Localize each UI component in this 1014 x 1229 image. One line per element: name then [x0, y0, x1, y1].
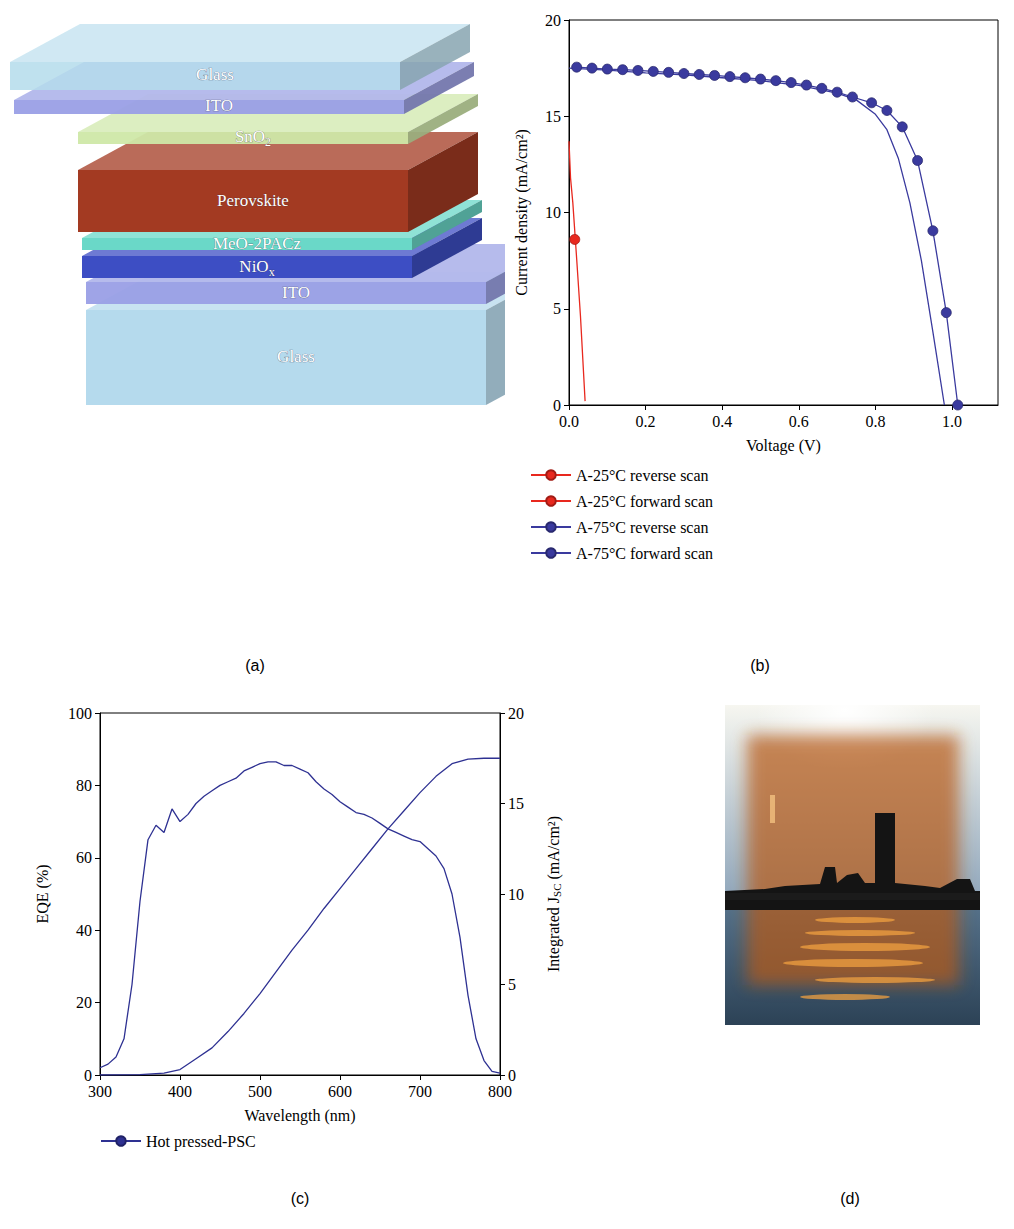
- html-text:(b): (b): [750, 657, 770, 674]
- svg-text:20: 20: [76, 994, 92, 1011]
- svg-text:NiOx: NiOx: [239, 257, 274, 279]
- svg-text:0: 0: [553, 397, 561, 414]
- svg-text:EQE (%): EQE (%): [34, 864, 52, 923]
- svg-text:500: 500: [248, 1083, 272, 1100]
- svg-text:A-75°C reverse scan: A-75°C reverse scan: [576, 519, 709, 536]
- html-text:(c): (c): [290, 1190, 310, 1207]
- svg-text:0.8: 0.8: [865, 413, 885, 430]
- svg-text:Wavelength (nm): Wavelength (nm): [244, 1107, 355, 1125]
- svg-text:5: 5: [508, 976, 516, 993]
- svg-text:15: 15: [545, 108, 561, 125]
- svg-text:0: 0: [84, 1067, 92, 1084]
- html-text:(a): (a): [245, 657, 265, 674]
- svg-text:(mA/cm²): (mA/cm²): [545, 816, 563, 883]
- svg-text:5: 5: [553, 300, 561, 317]
- svg-text:0.6: 0.6: [789, 413, 809, 430]
- svg-text:0.4: 0.4: [712, 413, 732, 430]
- svg-text:700: 700: [408, 1083, 432, 1100]
- svg-text:0.2: 0.2: [636, 413, 656, 430]
- svg-text:10: 10: [508, 886, 524, 903]
- svg-text:Integrated J: Integrated J: [545, 897, 563, 972]
- svg-text:40: 40: [76, 922, 92, 939]
- svg-text:0: 0: [508, 1067, 516, 1084]
- svg-text:15: 15: [508, 795, 524, 812]
- svg-text:20: 20: [545, 12, 561, 29]
- svg-text:20: 20: [508, 705, 524, 722]
- svg-text:Voltage (V): Voltage (V): [746, 437, 821, 455]
- svg-text:MeO-2PACz: MeO-2PACz: [213, 234, 302, 253]
- svg-text:1.0: 1.0: [942, 413, 962, 430]
- svg-text:Current density (mA/cm²): Current density (mA/cm²): [513, 129, 531, 296]
- svg-text:Glass: Glass: [277, 347, 315, 366]
- html-text:(d): (d): [840, 1190, 860, 1207]
- svg-text:SC: SC: [551, 883, 563, 896]
- svg-text:10: 10: [545, 204, 561, 221]
- svg-text:Glass: Glass: [196, 65, 234, 84]
- svg-text:ITO: ITO: [282, 283, 310, 302]
- svg-text:Hot pressed-PSC: Hot pressed-PSC: [146, 1133, 256, 1151]
- svg-text:600: 600: [328, 1083, 352, 1100]
- svg-text:SnO2: SnO2: [235, 127, 271, 149]
- svg-text:ITO: ITO: [205, 96, 233, 115]
- svg-text:A-25°C forward scan: A-25°C forward scan: [576, 493, 713, 510]
- svg-text:A-75°C forward scan: A-75°C forward scan: [576, 545, 713, 562]
- svg-text:100: 100: [68, 705, 92, 722]
- svg-text:0.0: 0.0: [559, 413, 579, 430]
- svg-text:300: 300: [88, 1083, 112, 1100]
- svg-text:Perovskite: Perovskite: [217, 191, 289, 210]
- svg-text:60: 60: [76, 849, 92, 866]
- svg-text:400: 400: [168, 1083, 192, 1100]
- svg-text:800: 800: [488, 1083, 512, 1100]
- svg-text:A-25°C reverse scan: A-25°C reverse scan: [576, 467, 709, 484]
- svg-text:80: 80: [76, 777, 92, 794]
